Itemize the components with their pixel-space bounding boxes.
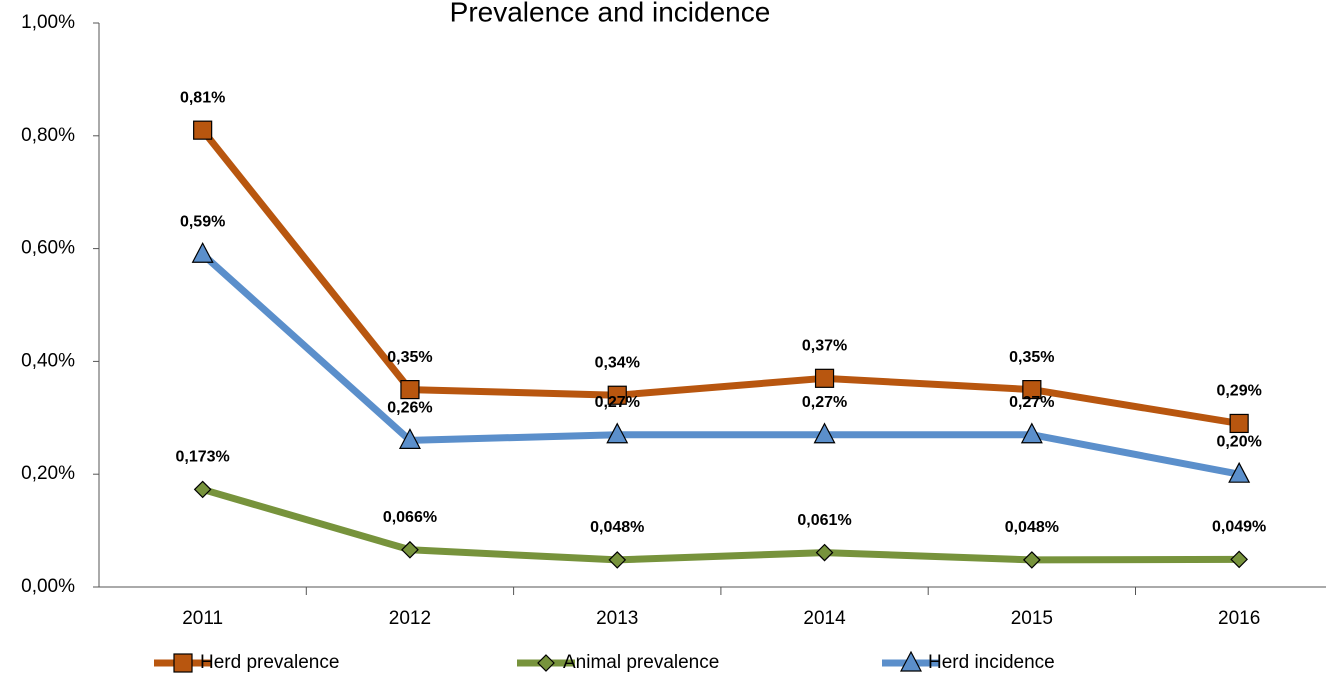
legend-label: Herd prevalence: [200, 652, 339, 673]
series-line: [200, 251, 1240, 478]
data-label: 0,35%: [387, 349, 432, 366]
data-point: [1229, 413, 1249, 434]
x-tick-label: 2014: [803, 608, 846, 629]
legend-marker: [537, 654, 555, 672]
data-point: [400, 380, 420, 400]
series-line: [199, 127, 1240, 427]
data-point: [606, 422, 629, 444]
data-label: 0,061%: [797, 512, 851, 529]
data-label: 0,59%: [180, 213, 225, 230]
x-tick-label: 2011: [182, 608, 223, 629]
data-point: [608, 551, 627, 569]
y-tick-label: 1,00%: [21, 12, 75, 33]
legend-label: Animal prevalence: [563, 652, 719, 673]
y-tick-label: 0,60%: [21, 238, 75, 259]
x-tick-label: 2012: [389, 608, 431, 629]
y-tick-label: 0,20%: [21, 463, 75, 484]
x-tick-label: 2015: [1011, 608, 1053, 629]
data-label: 0,29%: [1216, 383, 1261, 400]
y-tick-label: 0,40%: [21, 350, 75, 371]
data-point: [1228, 461, 1251, 483]
data-point: [398, 428, 421, 449]
data-label: 0,066%: [383, 509, 437, 526]
x-tick-label: 2016: [1218, 608, 1260, 629]
data-point: [1020, 422, 1043, 444]
legend-marker: [173, 653, 193, 673]
data-label: 0,27%: [802, 394, 847, 411]
data-point: [813, 422, 836, 444]
data-label: 0,26%: [387, 400, 432, 417]
data-point: [607, 385, 627, 405]
data-label: 0,81%: [180, 89, 225, 106]
series-line: [201, 486, 1240, 564]
y-tick-label: 0,00%: [21, 576, 75, 597]
data-point: [1022, 380, 1042, 400]
data-point: [193, 480, 212, 499]
legend-label: Herd incidence: [928, 652, 1055, 673]
x-tick-label: 2013: [596, 608, 638, 629]
data-point: [1230, 550, 1248, 569]
data-point: [401, 540, 419, 559]
legend-marker: [900, 650, 922, 672]
data-point: [193, 120, 213, 140]
data-point: [815, 543, 834, 562]
data-point: [191, 241, 214, 263]
data-label: 0,34%: [595, 354, 640, 371]
data-label: 0,20%: [1216, 433, 1261, 450]
data-label: 0,37%: [802, 338, 847, 355]
data-label: 0,27%: [595, 394, 640, 411]
data-point: [1023, 551, 1041, 569]
data-label: 0,049%: [1212, 519, 1266, 536]
data-label: 0,35%: [1009, 349, 1054, 366]
data-label: 0,048%: [590, 519, 644, 536]
data-point: [814, 368, 835, 388]
y-tick-label: 0,80%: [21, 125, 75, 146]
data-label: 0,048%: [1005, 519, 1059, 536]
chart-title: Prevalence and incidence: [450, 0, 771, 27]
data-label: 0,27%: [1009, 394, 1054, 411]
data-label: 0,173%: [176, 449, 230, 466]
